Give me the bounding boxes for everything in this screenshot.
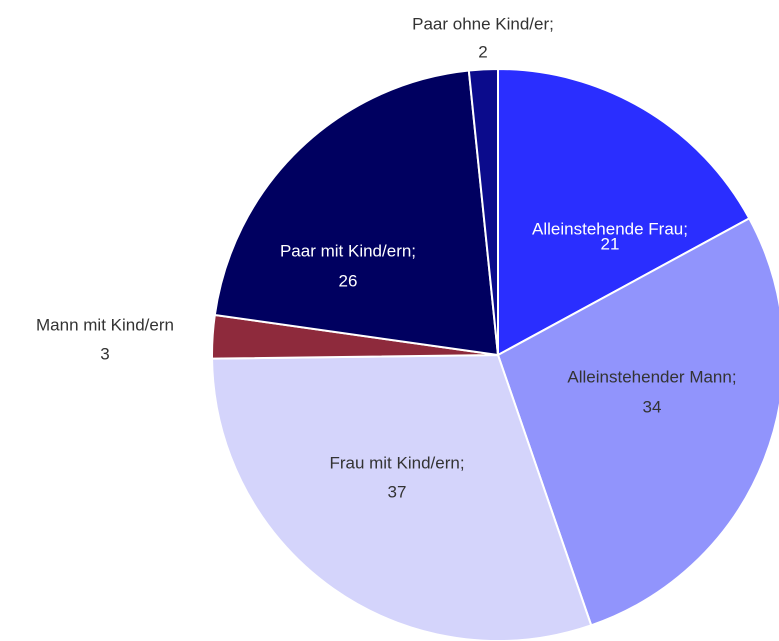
slice-label: Paar mit Kind/ern; xyxy=(280,241,416,260)
pie-slice xyxy=(211,353,593,641)
slice-label: Alleinstehender Mann; xyxy=(567,367,736,386)
slice-value: 21 xyxy=(601,234,620,253)
slice-label: Frau mit Kind/ern; xyxy=(329,453,464,472)
slice-label: Mann mit Kind/ern xyxy=(36,315,174,334)
slice-label: Alleinstehende Frau; xyxy=(532,219,688,238)
slice-value: 2 xyxy=(478,42,487,61)
slice-value: 26 xyxy=(339,271,358,290)
pie-slice xyxy=(213,69,500,357)
slice-label: Paar ohne Kind/er; xyxy=(412,14,554,33)
slice-value: 37 xyxy=(388,482,407,501)
slice-value: 34 xyxy=(643,397,662,416)
pie-slice xyxy=(467,67,499,356)
pie-slice xyxy=(497,67,751,357)
pie-slice xyxy=(496,217,779,627)
slice-value: 3 xyxy=(100,344,109,363)
